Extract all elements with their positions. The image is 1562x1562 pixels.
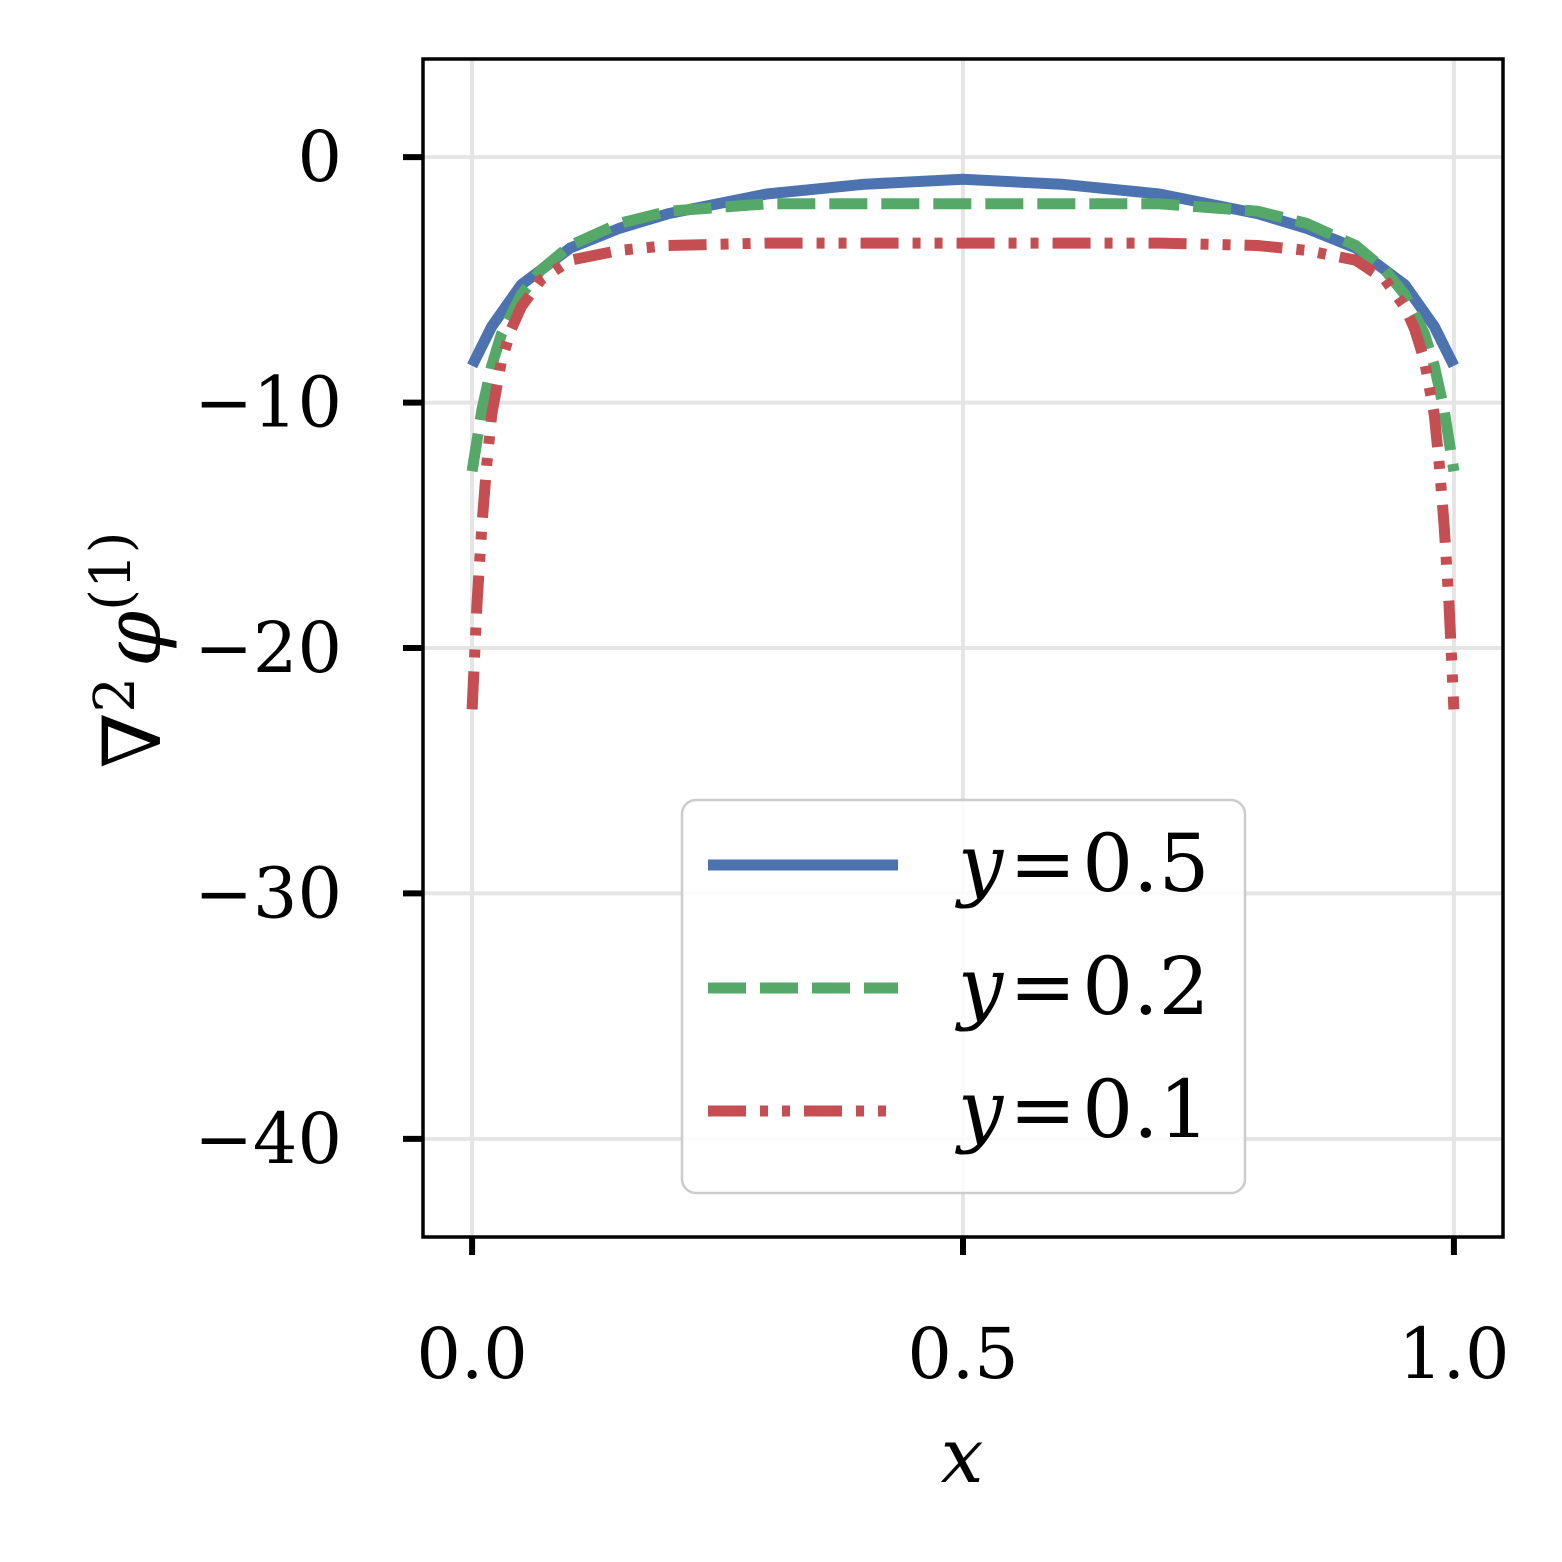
y-tick-label: 0	[297, 116, 342, 198]
legend-frame	[680, 798, 1247, 1195]
x-tick-label: 1.0	[1398, 1313, 1509, 1395]
y-tick-label: −10	[194, 362, 342, 444]
y-tick-label: −40	[194, 1098, 342, 1180]
series-layer	[466, 173, 1460, 710]
y-axis-label: ∇2 φ(1)	[79, 532, 179, 769]
x-axis-label: x	[941, 1411, 984, 1500]
y-tick-label: −30	[194, 852, 342, 934]
x-tick-label: 0.5	[907, 1313, 1018, 1395]
legend-label-1: y=0.5	[955, 817, 1209, 910]
tick-labels: 0.0 0.5 1.0 0 −10 −20 −30 −40	[194, 116, 1509, 1395]
y-axis-label-symbol: φ	[86, 611, 179, 667]
legend-label-2: y=0.2	[955, 940, 1209, 1033]
y-axis-label-operator: ∇	[86, 713, 179, 769]
svg-text:∇2φ(1): ∇2 φ(1)	[79, 532, 179, 769]
y-axis-label-superscript: 2	[83, 677, 148, 713]
grid	[423, 59, 1503, 1237]
legend: y=0.5 y=0.2 y=0.1	[680, 798, 1247, 1195]
ticks	[403, 154, 1457, 1255]
legend-label-3: y=0.1	[955, 1063, 1209, 1156]
y-tick-label: −20	[194, 607, 342, 689]
series-line-3	[466, 237, 1460, 710]
series-line-2	[466, 198, 1460, 473]
y-axis-label-superscript-2: (1)	[79, 532, 144, 611]
x-tick-label: 0.0	[416, 1313, 527, 1395]
